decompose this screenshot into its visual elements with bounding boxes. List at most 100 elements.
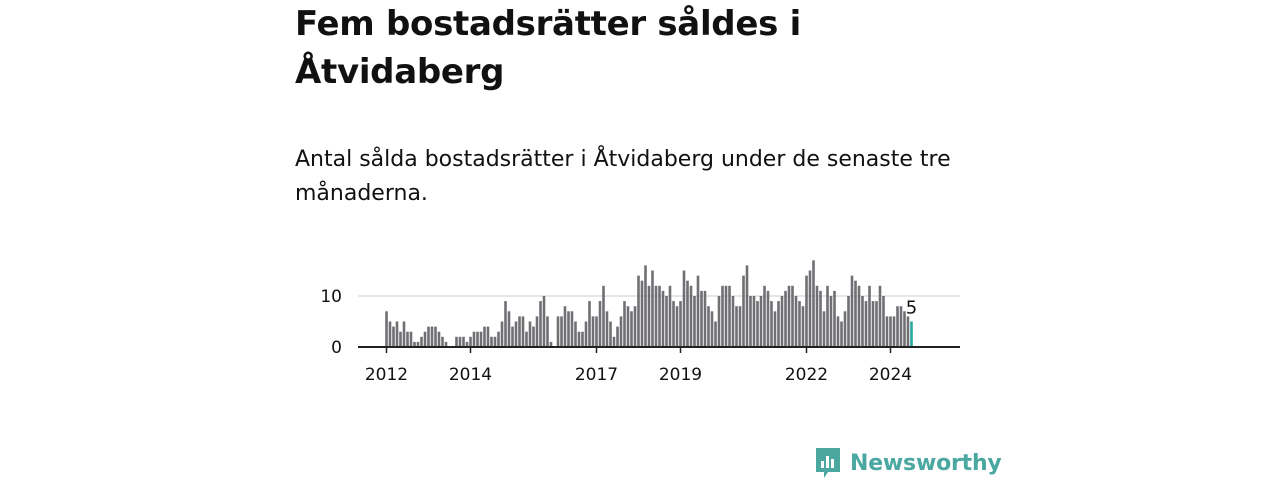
- bar: [612, 336, 616, 347]
- page-title: Fem bostadsrätter såldes i Åtvidaberg: [295, 4, 801, 92]
- bar: [563, 306, 567, 347]
- bar: [560, 316, 563, 347]
- bar: [483, 326, 486, 347]
- bar: [756, 301, 759, 347]
- y-tick-label: 10: [320, 287, 342, 307]
- bar: [455, 336, 458, 347]
- bar: [868, 285, 871, 347]
- bar: [420, 336, 423, 347]
- bar: [497, 331, 500, 347]
- bar: [504, 301, 507, 347]
- bar: [826, 285, 829, 347]
- bar: [745, 265, 749, 347]
- bar: [686, 280, 689, 347]
- bar: [843, 311, 847, 347]
- bar: [392, 326, 395, 347]
- bar: [738, 306, 742, 347]
- y-tick-label: 0: [331, 338, 342, 358]
- bar: [462, 336, 465, 347]
- x-tick-label: 2012: [365, 365, 408, 385]
- bar: [609, 321, 612, 347]
- bar: [623, 301, 626, 347]
- bar: [696, 275, 700, 347]
- bar: [735, 306, 738, 347]
- bar: [388, 321, 392, 347]
- bar: [724, 285, 728, 347]
- bar: [574, 321, 577, 347]
- bar: [549, 341, 553, 347]
- bar: [532, 326, 535, 347]
- chart-subtitle: Antal sålda bostadsrätter i Åtvidaberg u…: [295, 147, 951, 206]
- bar: [441, 336, 444, 347]
- bar: [815, 285, 819, 347]
- bar: [626, 306, 630, 347]
- bar: [892, 316, 896, 347]
- bar: [595, 316, 598, 347]
- bar: [763, 285, 766, 347]
- bar: [654, 285, 658, 347]
- bar: [840, 321, 843, 347]
- bar: [857, 285, 861, 347]
- bar: [742, 275, 745, 347]
- bar: [395, 321, 399, 347]
- bar: [812, 260, 815, 347]
- bar: [780, 296, 784, 347]
- bar: [889, 316, 892, 347]
- bar: [829, 296, 833, 347]
- bar: [896, 306, 899, 347]
- bar-chart: 0 10 2012 2014 2017 2019 2022 2024 5: [320, 260, 960, 385]
- bar: [385, 311, 388, 347]
- bar: [577, 331, 581, 347]
- bar: [413, 341, 416, 347]
- x-tick-label: 2014: [449, 365, 492, 385]
- bar: [854, 280, 857, 347]
- bar: [416, 341, 420, 347]
- bar: [721, 285, 724, 347]
- x-tick-label: 2017: [575, 365, 618, 385]
- x-tick-label: 2022: [785, 365, 828, 385]
- bar: [458, 336, 462, 347]
- bar: [539, 301, 542, 347]
- bar: [584, 321, 588, 347]
- bar: [647, 285, 651, 347]
- bar: [875, 301, 878, 347]
- bar: [766, 290, 770, 347]
- bar: [906, 316, 910, 347]
- bar: [605, 311, 609, 347]
- bar: [633, 306, 637, 347]
- bar: [749, 296, 752, 347]
- bar: [731, 296, 735, 347]
- bar: [798, 301, 801, 347]
- bar: [689, 285, 693, 347]
- x-tick-label: 2024: [869, 365, 912, 385]
- bar: [525, 331, 528, 347]
- bar: [476, 331, 479, 347]
- bar: [784, 290, 787, 347]
- bar: [847, 296, 850, 347]
- bar: [535, 316, 539, 347]
- bar: [507, 311, 511, 347]
- bar: [490, 336, 493, 347]
- bar: [658, 285, 661, 347]
- bar: [661, 290, 665, 347]
- bar: [409, 331, 413, 347]
- bar: [770, 301, 773, 347]
- highlight-value-label: 5: [906, 298, 917, 319]
- bar: [546, 316, 549, 347]
- bar: [619, 316, 623, 347]
- bar: [542, 296, 546, 347]
- bar: [773, 311, 777, 347]
- bar: [581, 331, 584, 347]
- bar: [430, 326, 434, 347]
- bar: [675, 306, 679, 347]
- bar: [665, 296, 668, 347]
- bar: [521, 316, 525, 347]
- bar: [472, 331, 476, 347]
- bar: [528, 321, 532, 347]
- bar: [406, 331, 409, 347]
- bar: [700, 290, 703, 347]
- bar: [850, 275, 854, 347]
- bar: [882, 296, 885, 347]
- bar: [616, 326, 619, 347]
- bar: [469, 336, 472, 347]
